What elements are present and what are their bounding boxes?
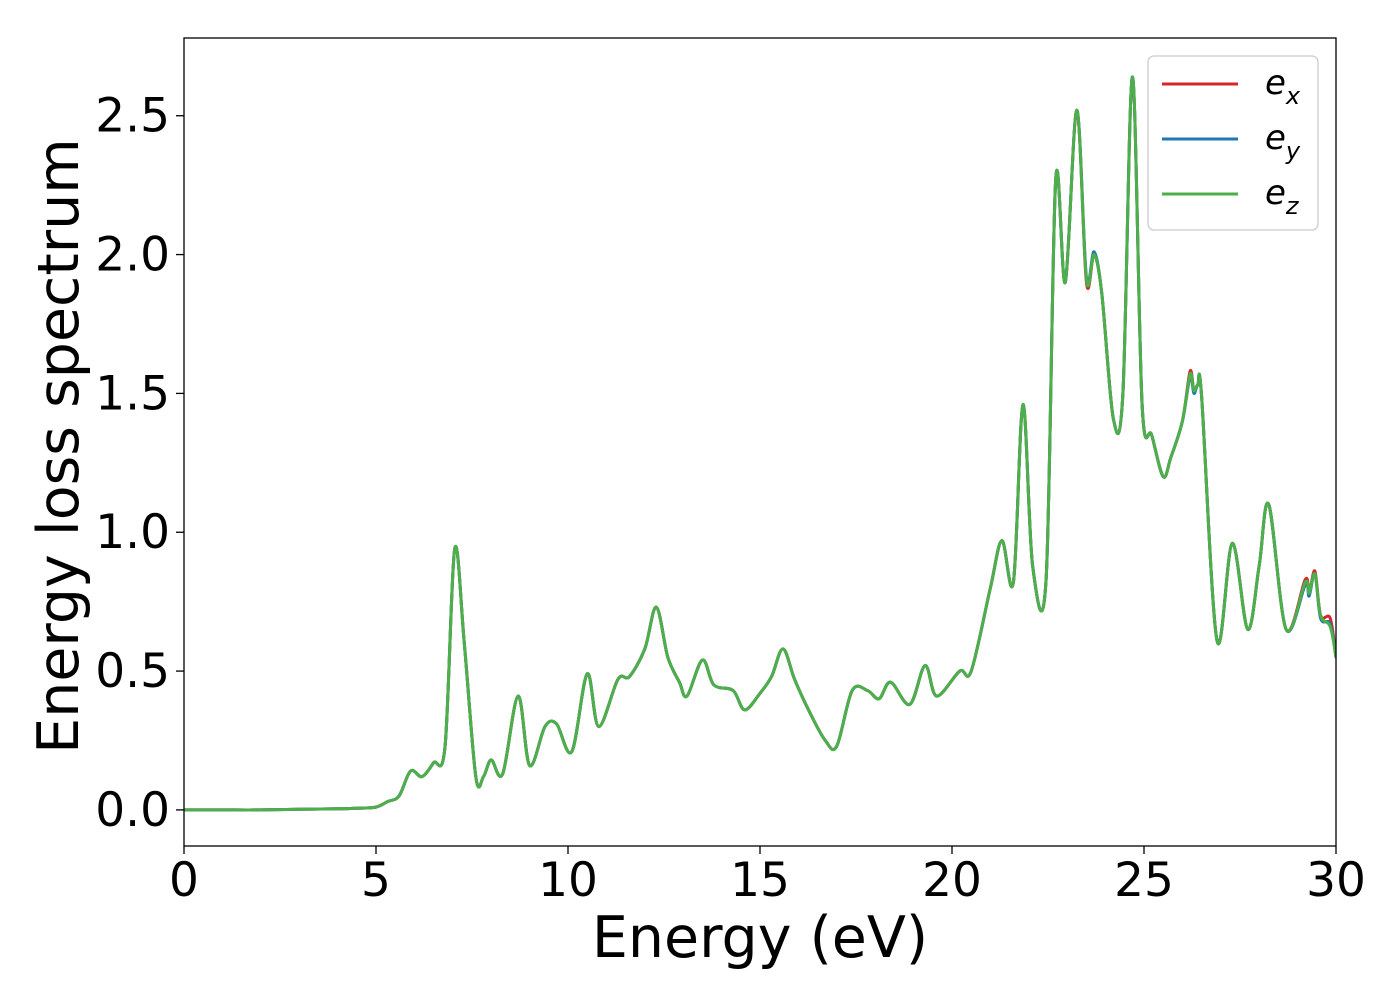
y-tick-label: 1.0 xyxy=(95,505,170,560)
series-line-e-z xyxy=(184,75,1336,812)
x-tick-label: 15 xyxy=(730,853,790,908)
x-tick-label: 10 xyxy=(538,853,598,908)
x-tick-label: 30 xyxy=(1306,853,1366,908)
x-tick-label: 0 xyxy=(169,853,199,908)
x-tick-label: 5 xyxy=(361,853,391,908)
legend-label-x: ex xyxy=(1265,63,1301,110)
y-tick-label: 0.5 xyxy=(95,644,170,699)
legend-label-z: ez xyxy=(1265,173,1300,220)
x-axis-label: Energy (eV) xyxy=(592,905,928,971)
x-tick-label: 25 xyxy=(1114,853,1174,908)
y-tick-label: 1.5 xyxy=(95,366,170,421)
y-axis-label: Energy loss spectrum xyxy=(26,138,92,754)
y-tick-label: 0.0 xyxy=(95,783,170,838)
y-tick-label: 2.5 xyxy=(95,89,170,144)
series-layer xyxy=(184,75,1336,812)
legend: ex ey ez xyxy=(1147,55,1319,231)
legend-box xyxy=(1147,55,1319,231)
legend-label-y: ey xyxy=(1265,118,1301,165)
y-tick-label: 2.0 xyxy=(95,228,170,283)
x-axis-ticks: 0 5 10 15 20 25 30 xyxy=(169,846,1366,908)
y-axis-ticks: 0.0 0.5 1.0 1.5 2.0 2.5 xyxy=(95,89,184,838)
x-tick-label: 20 xyxy=(922,853,982,908)
